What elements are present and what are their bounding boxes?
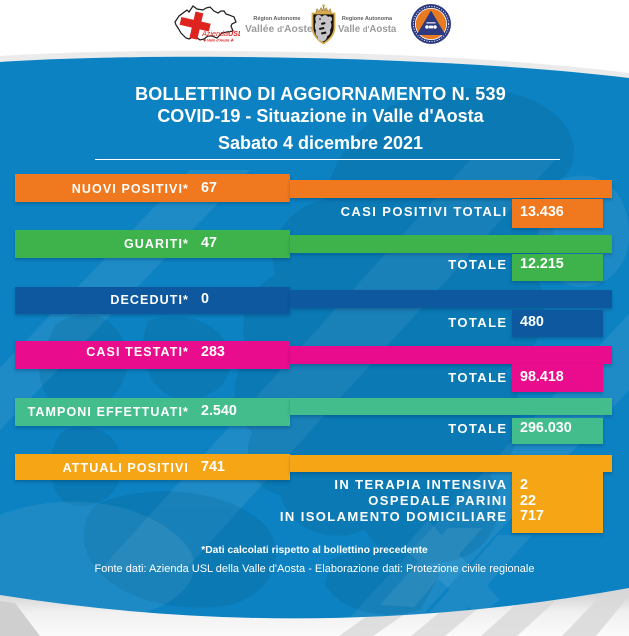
svg-text:✚ Valle d'Aosta ✚: ✚ Valle d'Aosta ✚ xyxy=(203,39,234,43)
